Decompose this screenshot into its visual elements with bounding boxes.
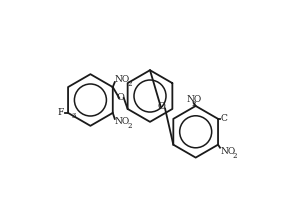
Text: 3: 3 <box>72 112 76 120</box>
Text: 2: 2 <box>127 80 132 88</box>
Text: F: F <box>58 108 64 117</box>
Text: 2: 2 <box>232 152 237 160</box>
Text: O: O <box>158 102 166 111</box>
Text: O: O <box>116 93 124 102</box>
Text: C: C <box>220 114 227 123</box>
Text: 2: 2 <box>127 122 132 130</box>
Text: NO: NO <box>220 147 235 156</box>
Text: NO: NO <box>115 75 130 84</box>
Text: NO: NO <box>115 117 130 126</box>
Text: 2: 2 <box>192 100 196 108</box>
Text: NO: NO <box>186 95 201 104</box>
